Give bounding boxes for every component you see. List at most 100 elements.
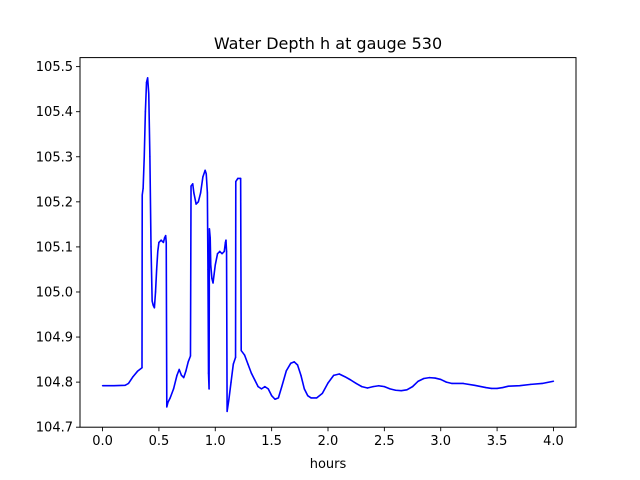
y-tick-label: 104.9 [36, 331, 73, 346]
data-point [190, 185, 192, 187]
data-point [300, 374, 302, 377]
plot-area: 0.0 0.5 1.0 1.5 2.0 2.5 3.0 3.5 4.0 104.7104.810… [36, 57, 577, 449]
data-point [417, 380, 419, 382]
y-tick-label: 104.7 [36, 421, 73, 436]
data-point [240, 349, 242, 352]
data-point [209, 237, 211, 239]
data-point [210, 264, 212, 266]
data-point [285, 370, 287, 372]
data-point [321, 392, 324, 395]
data-point [169, 397, 171, 399]
data-point [327, 382, 329, 384]
data-point [541, 382, 543, 385]
data-point [389, 388, 391, 390]
data-point [552, 380, 555, 382]
data-point [518, 385, 521, 387]
data-point [149, 156, 151, 158]
y-tick-label: 104.8 [36, 376, 73, 391]
y-tick-label: 105.0 [36, 285, 73, 300]
x-tick-label: 0.5 [149, 434, 170, 449]
data-point [207, 372, 210, 374]
data-point [440, 378, 442, 381]
data-point [254, 379, 256, 381]
data-point [132, 376, 134, 378]
data-point [202, 176, 204, 178]
data-point [234, 356, 237, 359]
data-point [226, 410, 228, 413]
data-point [155, 268, 158, 271]
data-point [235, 180, 237, 183]
data-point [264, 385, 266, 388]
data-point [344, 376, 346, 378]
data-point [214, 264, 216, 266]
data-point [451, 382, 453, 385]
data-point [199, 192, 202, 194]
data-point [270, 394, 273, 397]
data-point [148, 92, 150, 95]
data-point [293, 361, 295, 363]
data-point [153, 307, 156, 309]
data-point [223, 250, 225, 253]
data-point [257, 385, 259, 388]
data-point [260, 388, 263, 390]
data-point [411, 385, 414, 388]
data-point [213, 273, 215, 275]
data-point [136, 370, 139, 373]
data-point [204, 169, 206, 171]
data-point [162, 241, 165, 244]
data-point [445, 381, 448, 383]
data-point [189, 355, 192, 357]
data-point [406, 389, 408, 391]
data-point [296, 364, 299, 366]
y-tick-label: 105.5 [36, 60, 73, 75]
x-tick-label: 3.5 [487, 434, 508, 449]
data-point [151, 300, 153, 302]
data-point [307, 394, 309, 397]
data-point [310, 397, 312, 399]
data-point [228, 399, 230, 401]
data-point [423, 377, 425, 380]
data-point [232, 363, 235, 365]
data-point [192, 183, 194, 185]
data-point [144, 110, 147, 113]
data-point [172, 388, 175, 390]
y-tick-label: 105.2 [36, 195, 73, 210]
data-point [361, 385, 363, 388]
data-point [473, 384, 476, 386]
x-tick-label: 0.0 [92, 434, 113, 449]
data-point [372, 385, 374, 388]
x-tick-label: 3.0 [430, 434, 451, 449]
data-point [277, 397, 280, 399]
data-point [158, 241, 160, 244]
data-point [237, 177, 239, 180]
data-point [394, 389, 397, 391]
data-point [303, 388, 306, 390]
data-point [154, 291, 157, 293]
data-point [206, 192, 209, 194]
data-point [143, 156, 145, 158]
data-point [195, 203, 197, 205]
y-tick-label: 105.3 [36, 150, 73, 165]
data-point [434, 377, 436, 379]
data-point [267, 388, 269, 390]
data-point [185, 370, 187, 372]
data-point [212, 282, 214, 284]
data-point [250, 372, 253, 374]
data-point [197, 201, 200, 203]
data-point [530, 383, 532, 386]
data-point [178, 368, 180, 371]
data-point [219, 250, 221, 253]
data-point [176, 374, 178, 377]
data-point [165, 241, 167, 244]
data-point [101, 385, 104, 387]
y-axis-ticks: 104.7 104.8 104.9 105.0 105.1 105.2 105.3 105.4… [36, 60, 80, 436]
data-point [225, 250, 228, 253]
data-point [462, 382, 464, 385]
data-point [208, 388, 210, 390]
data-point [502, 386, 504, 389]
data-point [428, 376, 431, 379]
data-point [366, 387, 369, 389]
data-point [243, 354, 246, 356]
x-tick-label: 4.0 [543, 434, 564, 449]
